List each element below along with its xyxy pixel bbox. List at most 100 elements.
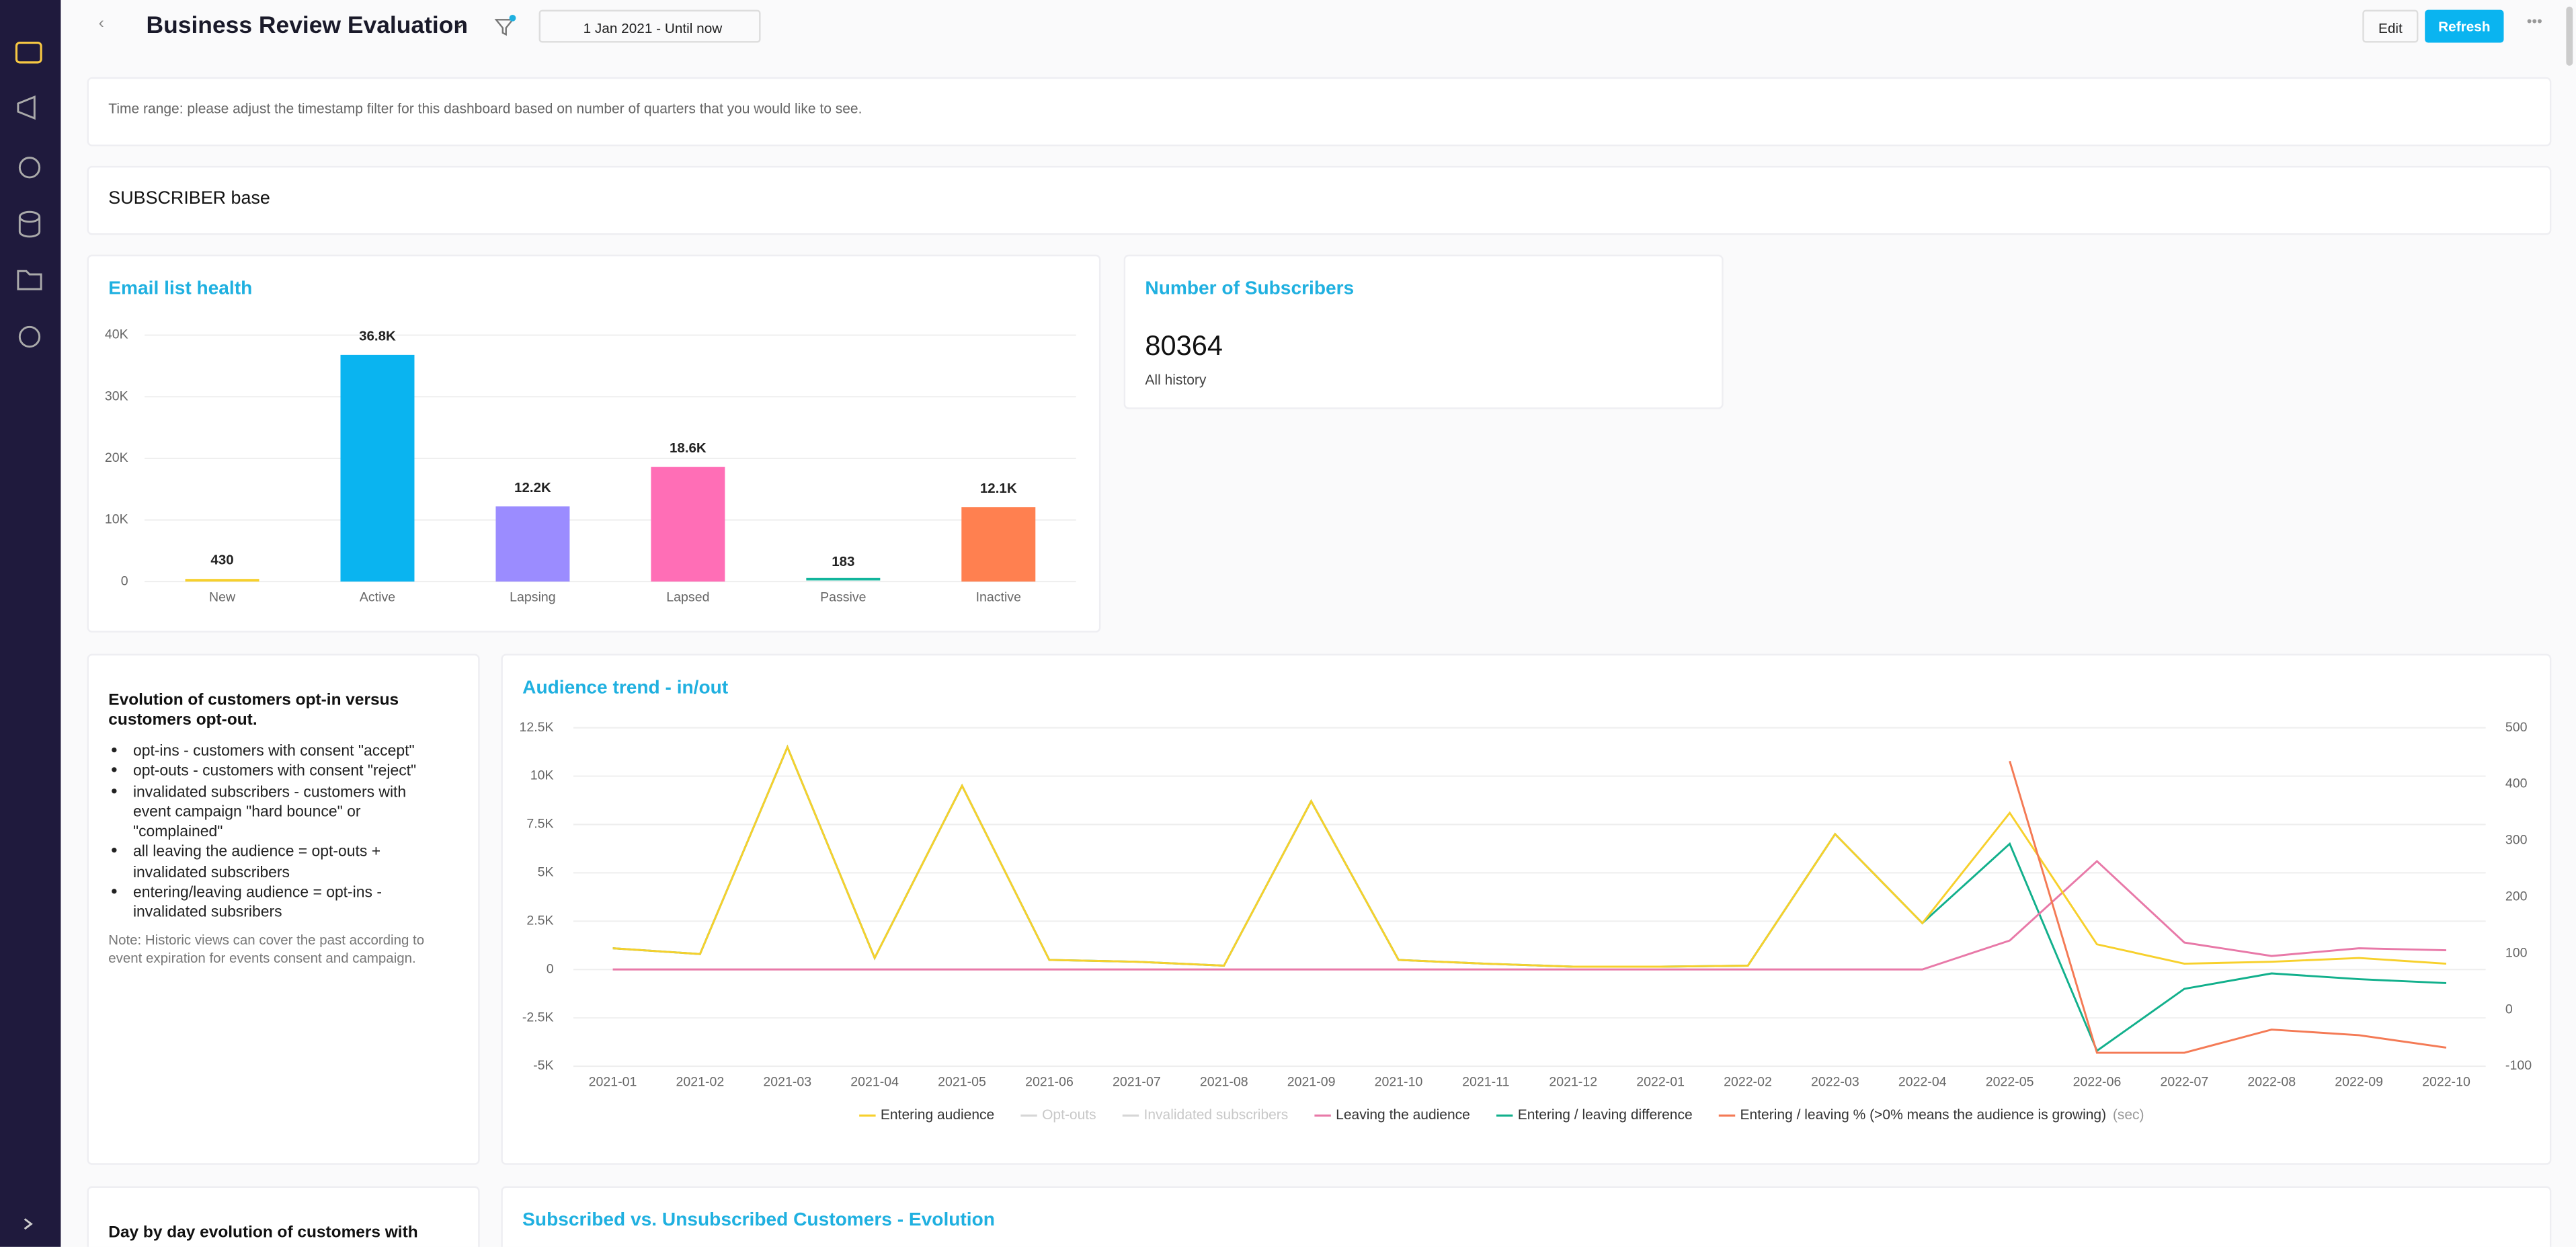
date-picker[interactable]: 1 Jan 2021 - Until now <box>538 9 761 43</box>
x-tick-label: 2021-08 <box>1200 1075 1248 1090</box>
x-tick-label: 2022-03 <box>1811 1075 1859 1090</box>
sidebar-icons <box>15 41 42 1230</box>
more-menu[interactable]: ••• <box>2526 13 2542 30</box>
note-text: Time range: please adjust the timestamp … <box>108 100 862 117</box>
legend-suffix: (sec) <box>2113 1107 2144 1123</box>
bar-card: Email list health <box>87 254 1101 633</box>
x-tick-label: 2021-04 <box>850 1075 899 1090</box>
bar <box>185 579 259 582</box>
card-title: Number of Subscribers <box>1145 279 1355 299</box>
card-title: Audience trend - in/out <box>522 678 729 698</box>
legend-label: Opt-outs <box>1042 1107 1096 1123</box>
bullet: opt-outs - customers with consent "rejec… <box>133 761 445 781</box>
data-icon-body <box>18 216 41 238</box>
kpi-value: 80364 <box>1145 330 1223 362</box>
x-tick-label: 2021-09 <box>1287 1075 1336 1090</box>
scrollbar[interactable] <box>2566 6 2573 66</box>
y-tick-label: 10K <box>530 768 554 783</box>
x-tick-label: Inactive <box>976 590 1021 605</box>
legend-label: Invalidated subscribers <box>1144 1107 1289 1123</box>
bar <box>806 577 881 581</box>
bullet-list: opt-ins - customers with consent "accept… <box>108 741 445 922</box>
page-title: Business Review Evaluation <box>146 13 469 40</box>
y-tick-label: 0 <box>121 573 128 588</box>
y-tick-label: 0 <box>547 961 554 976</box>
section-card: SUBSCRIBER base <box>87 165 2552 235</box>
note-card: Time range: please adjust the timestamp … <box>87 77 2552 147</box>
play-icon[interactable] <box>18 325 41 348</box>
y2-tick-label: 0 <box>2505 1002 2513 1016</box>
y2-tick-label: 200 <box>2505 889 2528 904</box>
back-button[interactable]: ‹ <box>98 14 104 33</box>
sidebar <box>0 0 61 1247</box>
filter-icon[interactable] <box>493 13 519 40</box>
expand-icon[interactable] <box>24 1218 33 1230</box>
bottom-right-card: Subscribed vs. Unsubscribed Customers - … <box>501 1186 2552 1247</box>
bullet: opt-ins - customers with consent "accept… <box>133 741 445 761</box>
x-tick-label: 2022-09 <box>2335 1075 2383 1090</box>
legend-label: Entering audience <box>881 1107 994 1123</box>
y-tick-label: 5K <box>538 865 554 880</box>
title-dropdown[interactable]: ⌄ <box>453 14 466 32</box>
dashboard-icon[interactable] <box>15 41 42 64</box>
x-tick-label: 2022-07 <box>2160 1075 2208 1090</box>
x-tick-label: 2021-12 <box>1549 1075 1597 1090</box>
y2-tick-label: 100 <box>2505 945 2528 960</box>
refresh-button[interactable]: Refresh <box>2425 9 2504 43</box>
legend-label: Entering / leaving difference <box>1518 1107 1693 1123</box>
folder-icon[interactable] <box>17 270 42 290</box>
line-card: Audience trend - in/out <box>501 653 2552 1165</box>
x-tick-label: 2022-01 <box>1636 1075 1685 1090</box>
x-tick-label: 2022-02 <box>1724 1075 1772 1090</box>
x-tick-label: Passive <box>820 590 866 605</box>
x-tick-label: 2022-05 <box>1986 1075 2034 1090</box>
x-tick-label: 2021-07 <box>1113 1075 1161 1090</box>
legend-label: Entering / leaving % (>0% means the audi… <box>1740 1107 2107 1123</box>
x-tick-label: Lapsing <box>510 590 555 605</box>
kpi-caption: All history <box>1145 371 1207 388</box>
x-tick-label: Lapsed <box>666 590 709 605</box>
x-tick-label: 2022-04 <box>1898 1075 1947 1090</box>
y2-tick-label: 500 <box>2505 720 2528 735</box>
date-range: 1 Jan 2021 - Until now <box>583 19 723 36</box>
x-tick-label: 2021-06 <box>1025 1075 1074 1090</box>
bullet: all leaving the audience = opt-outs + in… <box>133 842 445 882</box>
data-label: 12.1K <box>980 481 1017 496</box>
x-tick-label: New <box>209 590 236 605</box>
x-tick-label: 2021-03 <box>763 1075 811 1090</box>
bullet: entering/leaving audience = opt-ins - in… <box>133 883 445 923</box>
x-tick-label: 2022-06 <box>2073 1075 2122 1090</box>
analytics-icon[interactable] <box>18 157 41 179</box>
line-series <box>2009 760 2447 1054</box>
campaign-icon[interactable] <box>17 95 36 120</box>
y-tick-label: -5K <box>533 1058 553 1073</box>
card-title: Subscribed vs. Unsubscribed Customers - … <box>522 1211 995 1231</box>
kpi-card: Number of Subscribers 80364 All history <box>1123 254 1724 409</box>
line-series <box>612 744 2447 1053</box>
x-tick-label: 2021-10 <box>1375 1075 1423 1090</box>
x-tick-label: 2022-08 <box>2247 1075 2296 1090</box>
y-tick-label: 2.5K <box>526 914 553 928</box>
data-label: 12.2K <box>514 480 551 495</box>
edit-button[interactable]: Edit <box>2362 9 2419 43</box>
x-tick-label: 2021-05 <box>938 1075 986 1090</box>
text-note: Note: Historic views can cover the past … <box>108 930 425 967</box>
y-tick-label: -2.5K <box>522 1010 554 1024</box>
x-tick-label: Active <box>360 590 395 605</box>
data-label: 18.6K <box>670 440 707 456</box>
bullet: invalidated subscribers - customers with… <box>133 781 445 842</box>
section-title: SUBSCRIBER base <box>108 189 270 209</box>
legend-label: Leaving the audience <box>1336 1107 1470 1123</box>
data-label: 183 <box>832 554 854 569</box>
y-tick-label: 30K <box>105 389 128 403</box>
y-tick-label: 12.5K <box>520 720 554 735</box>
bar <box>651 467 725 582</box>
text-title: Evolution of customers opt-in versus cus… <box>108 691 399 730</box>
bottom-left-card: Day by day evolution of customers with <box>87 1186 480 1247</box>
bar <box>340 354 415 582</box>
y-tick-label: 10K <box>105 512 128 527</box>
data-label: 430 <box>210 553 233 568</box>
text-card: Evolution of customers opt-in versus cus… <box>87 653 480 1165</box>
